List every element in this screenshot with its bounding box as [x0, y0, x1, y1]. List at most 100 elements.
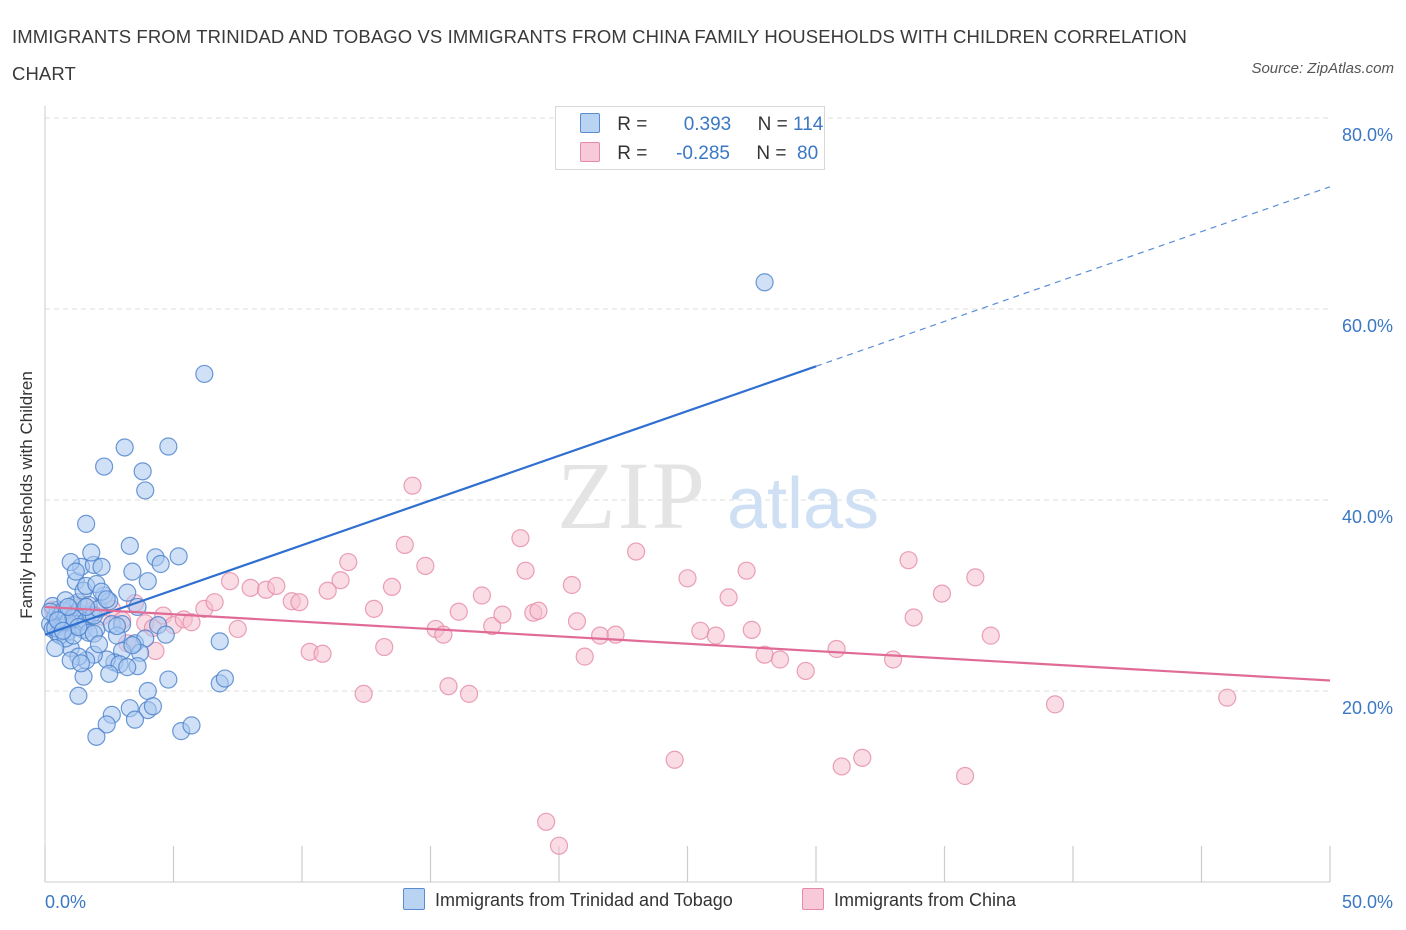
data-point-china: [375, 637, 394, 657]
data-point-trinidad: [77, 597, 96, 617]
data-point-trinidad: [123, 636, 142, 655]
y-tick-label: 80.0%: [1342, 125, 1393, 145]
data-point-trinidad: [159, 670, 178, 689]
data-point-china: [241, 578, 260, 597]
trend-line-trinidad: [44, 365, 817, 636]
data-point-china: [966, 568, 985, 587]
data-point-china: [364, 599, 384, 618]
data-point-china: [493, 605, 512, 624]
y-tick-label: 20.0%: [1342, 698, 1393, 718]
data-point-china: [267, 576, 286, 596]
bottom-legend-china: Immigrants from China: [802, 888, 1016, 911]
data-point-china: [1218, 688, 1237, 707]
data-point-china: [1045, 695, 1065, 714]
data-point-trinidad: [133, 462, 152, 481]
data-point-china: [439, 677, 458, 696]
data-point-china: [459, 684, 479, 703]
data-point-china: [827, 639, 846, 659]
data-point-china: [339, 552, 358, 572]
legend-row-china: R = -0.285 N = 80: [580, 142, 818, 165]
data-point-china: [719, 588, 738, 607]
data-point-china: [853, 748, 872, 767]
data-point-trinidad: [151, 554, 170, 574]
data-point-trinidad: [125, 710, 145, 729]
data-point-trinidad: [138, 572, 157, 591]
data-point-china: [742, 620, 761, 639]
grid-lines: [45, 117, 1330, 692]
data-point-trinidad: [89, 635, 109, 654]
data-point-trinidad: [118, 658, 137, 677]
legend-r-value: -0.285: [676, 143, 730, 164]
watermark-atlas: atlas: [727, 464, 879, 544]
data-point-trinidad: [120, 536, 139, 555]
data-point-china: [403, 476, 422, 495]
data-point-trinidad: [195, 364, 214, 384]
data-point-trinidad: [159, 437, 178, 456]
trend-line-china: [44, 605, 1331, 682]
stats-legend: R = 0.393 N = 114 R = -0.285 N = 80: [555, 106, 825, 170]
data-point-trinidad: [97, 590, 116, 609]
data-point-china: [567, 612, 587, 631]
data-point-china: [955, 766, 975, 786]
axes: [44, 106, 1331, 883]
data-point-trinidad: [215, 669, 234, 688]
legend-row-trinidad: R = 0.393 N = 114: [580, 113, 823, 136]
x-tick-label: 50.0%: [1342, 892, 1393, 912]
data-point-trinidad: [92, 557, 111, 576]
data-point-trinidad: [138, 681, 157, 701]
data-point-china: [313, 644, 332, 663]
data-point-china: [832, 757, 851, 776]
bottom-legend-swatch-pink: [802, 888, 824, 910]
data-point-trinidad: [210, 632, 229, 651]
data-point-trinidad: [97, 715, 116, 734]
data-point-china: [182, 613, 201, 632]
data-point-china: [205, 593, 224, 612]
bottom-legend-label: Immigrants from China: [834, 890, 1017, 910]
data-point-china: [416, 556, 435, 575]
data-point-trinidad: [118, 583, 137, 602]
data-point-trinidad: [69, 686, 88, 705]
data-point-china: [899, 551, 918, 570]
data-point-china: [516, 561, 535, 580]
legend-n-label: N =: [757, 114, 788, 135]
data-point-china: [537, 812, 556, 831]
data-point-trinidad: [77, 514, 96, 533]
data-point-china: [932, 584, 952, 603]
data-point-trinidad: [87, 727, 106, 746]
data-point-trinidad: [100, 664, 119, 683]
watermark-zip: ZIP: [557, 442, 707, 549]
legend-r-label: R =: [617, 143, 648, 164]
data-point-trinidad: [115, 438, 134, 457]
data-point-china: [529, 601, 548, 620]
legend-n-value: 114: [793, 114, 824, 135]
y-tick-label: 40.0%: [1342, 507, 1393, 527]
data-point-trinidad: [136, 481, 155, 500]
data-point-china: [220, 572, 240, 591]
legend-n-label: N =: [756, 143, 787, 164]
legend-r-label: R =: [617, 114, 648, 135]
data-point-china: [883, 650, 903, 669]
data-point-china: [737, 561, 756, 580]
chart-title: IMMIGRANTS FROM TRINIDAD AND TOBAGO VS I…: [12, 26, 1187, 84]
data-point-china: [290, 593, 309, 612]
data-point-china: [331, 571, 350, 590]
y-tick-label: 60.0%: [1342, 316, 1393, 336]
data-point-china: [591, 626, 610, 645]
bottom-legend-swatch-blue: [403, 888, 425, 910]
data-point-china: [318, 581, 337, 600]
legend-swatch-pink: [580, 142, 600, 162]
data-point-trinidad: [755, 273, 774, 292]
data-point-china: [796, 661, 815, 681]
data-point-china: [904, 608, 923, 627]
legend-swatch-blue: [580, 113, 600, 133]
data-point-trinidad: [123, 562, 142, 581]
data-point-trinidad: [156, 625, 175, 644]
data-point-trinidad: [71, 654, 91, 673]
data-point-china: [511, 529, 530, 548]
data-point-china: [665, 750, 684, 769]
data-point-china: [981, 626, 1000, 645]
legend-n-value: 80: [797, 143, 819, 164]
data-point-china: [354, 684, 373, 703]
data-point-trinidad: [46, 638, 65, 658]
